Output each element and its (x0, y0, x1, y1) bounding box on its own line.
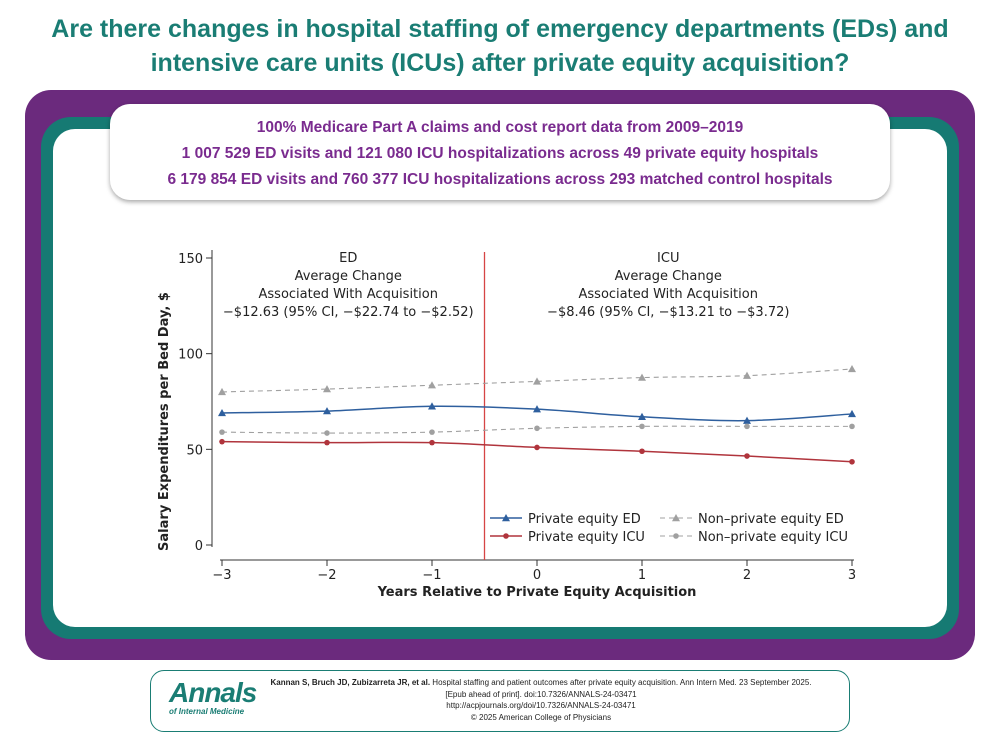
point-non-private-equity-ed (848, 364, 856, 373)
point-private-equity-ed (218, 408, 226, 417)
point-non-private-equity-icu (639, 423, 645, 430)
info-line-2: 1 007 529 ED visits and 121 080 ICU hosp… (181, 145, 819, 162)
legend-label-non-private-equity-ed: Non–private equity ED (698, 512, 844, 527)
legend-label-private-equity-ed: Private equity ED (528, 512, 641, 527)
citation-line-1: Hospital staffing and patient outcomes a… (430, 678, 812, 687)
x-tick-label: −3 (212, 568, 231, 583)
y-tick-label: 50 (186, 443, 203, 458)
info-line-1: 100% Medicare Part A claims and cost rep… (256, 119, 744, 136)
point-private-equity-icu (639, 448, 645, 455)
point-non-private-equity-ed (428, 381, 436, 389)
page-title: Are there changes in hospital staffing o… (0, 12, 1000, 80)
x-tick-label: 1 (638, 568, 646, 583)
x-tick-label: 0 (533, 568, 541, 583)
point-non-private-equity-icu (219, 429, 225, 435)
annotation-ed-line: Associated With Acquisition (259, 287, 438, 302)
point-private-equity-icu (324, 439, 330, 446)
data-source-box: 100% Medicare Part A claims and cost rep… (110, 104, 890, 200)
info-line-3: 6 179 854 ED visits and 760 377 ICU hosp… (167, 171, 833, 188)
citation-line-3: http://acpjournals.org/doi/10.7326/ANNAL… (446, 701, 636, 710)
point-private-equity-icu (219, 438, 225, 445)
y-tick-label: 0 (195, 539, 203, 554)
point-non-private-equity-ed (743, 371, 751, 379)
point-non-private-equity-ed (218, 387, 226, 396)
x-tick-label: −2 (317, 568, 336, 583)
annotation-ed-line: Average Change (295, 269, 402, 284)
annotation-icu-line: −$8.46 (95% CI, −$13.21 to −$3.72) (547, 305, 789, 320)
citation-footer: Annals of Internal Medicine Kannan S, Br… (150, 670, 850, 732)
point-non-private-equity-ed (638, 373, 646, 381)
point-private-equity-icu (429, 439, 435, 446)
x-axis-label: Years Relative to Private Equity Acquisi… (377, 585, 697, 600)
point-private-equity-ed (533, 405, 541, 413)
point-non-private-equity-icu (744, 423, 750, 430)
annals-logo: Annals of Internal Medicine (169, 677, 257, 717)
point-private-equity-ed (743, 416, 751, 424)
legend-label-non-private-equity-icu: Non–private equity ICU (698, 530, 848, 545)
title-line-2: intensive care units (ICUs) after privat… (150, 49, 850, 77)
point-private-equity-ed (428, 402, 436, 410)
chart-panel (53, 129, 947, 627)
point-private-equity-icu (534, 444, 540, 451)
point-private-equity-ed (323, 407, 331, 415)
point-non-private-equity-icu (849, 423, 855, 430)
citation-line-4: © 2025 American College of Physicians (470, 712, 612, 722)
annotation-ed-line: ED (339, 251, 357, 266)
point-private-equity-icu (849, 458, 855, 465)
citation-line-2: [Epub ahead of print]. doi:10.7326/ANNAL… (445, 689, 637, 699)
point-private-equity-ed (638, 412, 646, 421)
citation-text: Kannan S, Bruch JD, Zubizarreta JR, et a… (251, 677, 831, 723)
point-private-equity-icu (744, 453, 750, 459)
y-axis-label: Salary Expenditures per Bed Day, $ (157, 292, 172, 551)
logo-sub: of Internal Medicine (169, 707, 245, 716)
y-tick-label: 150 (178, 252, 203, 267)
citation-authors: Kannan S, Bruch JD, Zubizarreta JR, et a… (270, 678, 431, 687)
point-non-private-equity-ed (533, 377, 541, 385)
legend-marker-non-private-equity-icu (673, 533, 679, 539)
legend-marker-non-private-equity-ed (672, 514, 680, 522)
x-tick-label: 3 (848, 568, 856, 583)
annotation-ed-line: −$12.63 (95% CI, −$22.74 to −$2.52) (223, 305, 474, 320)
point-private-equity-ed (848, 409, 856, 418)
x-tick-label: −1 (422, 568, 441, 583)
title-line-1: Are there changes in hospital staffing o… (51, 15, 949, 43)
y-tick-label: 100 (178, 348, 203, 363)
legend-label-private-equity-icu: Private equity ICU (528, 530, 645, 545)
legend-marker-private-equity-ed (502, 514, 510, 522)
point-non-private-equity-icu (534, 425, 540, 432)
x-tick-label: 2 (743, 568, 751, 583)
annotation-icu-line: ICU (657, 251, 679, 266)
annotation-icu-line: Average Change (615, 269, 722, 284)
legend-marker-private-equity-icu (503, 533, 509, 539)
annotation-icu-line: Associated With Acquisition (579, 287, 758, 302)
logo-main: Annals (169, 677, 257, 708)
point-non-private-equity-ed (323, 385, 331, 393)
point-non-private-equity-icu (324, 430, 330, 436)
point-non-private-equity-icu (429, 429, 435, 435)
